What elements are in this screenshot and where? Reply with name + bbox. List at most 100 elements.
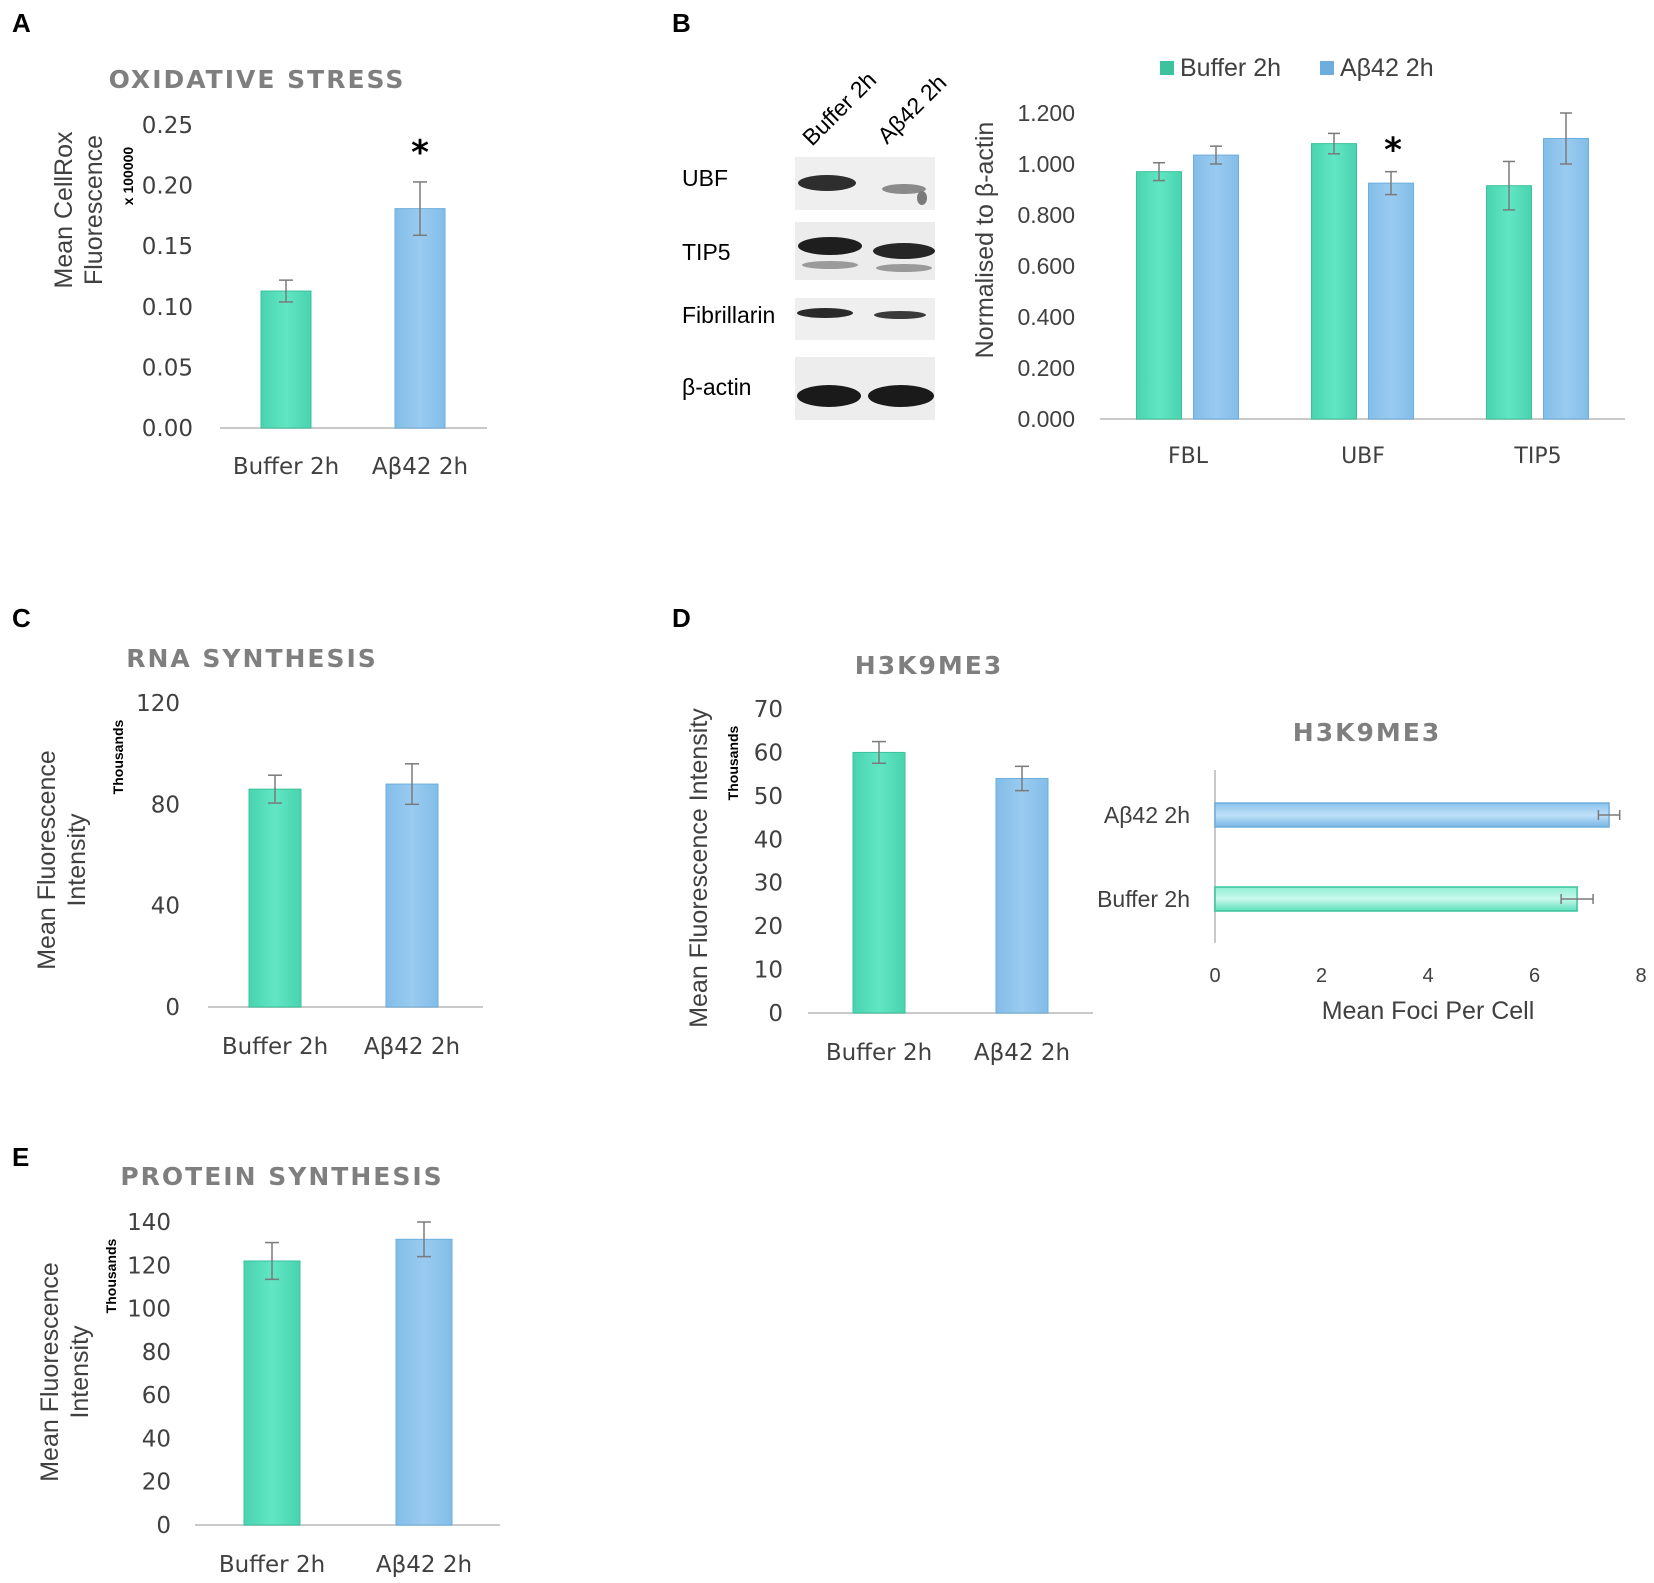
protein-synthesis-chart: PROTEIN SYNTHESIS 0 20 40 60 80 100 120 140 Buffe… xyxy=(36,1162,500,1578)
x-tick-label: 0 xyxy=(1209,965,1220,987)
x-category-label: Aβ42 2h xyxy=(974,1040,1070,1066)
blot-band-label-ubf: UBF xyxy=(682,165,728,191)
bar-abeta xyxy=(395,1238,453,1526)
y-axis-label: Fluorescence xyxy=(80,135,108,285)
blot-lane-label-buffer: Buffer 2h xyxy=(797,66,881,150)
bar-buffer-ubf xyxy=(1311,143,1357,420)
x-category-label: Buffer 2h xyxy=(826,1040,932,1066)
bar-abeta xyxy=(394,208,446,429)
y-axis-label: Mean Fluorescence Intensity xyxy=(685,708,713,1028)
y-tick-label: 20 xyxy=(754,914,783,940)
bar-abeta xyxy=(1214,802,1610,828)
y-axis-unit-label: Thousands xyxy=(110,719,126,794)
y-tick-label: 0.200 xyxy=(1017,355,1075,381)
legend-swatch-abeta xyxy=(1320,61,1334,75)
y-tick-label: 20 xyxy=(142,1470,171,1496)
y-tick-label: 60 xyxy=(754,740,783,766)
oxidative-stress-chart: OXIDATIVE STRESS 0.00 0.05 0.10 0.15 0.20 0.25… xyxy=(50,65,487,480)
blot-band-label-tip5: TIP5 xyxy=(682,239,731,265)
chart-title: RNA SYNTHESIS xyxy=(126,644,378,673)
y-tick-label: 70 xyxy=(754,697,783,723)
x-tick-label: 4 xyxy=(1422,965,1433,987)
panel-letter-b: B xyxy=(672,8,691,38)
x-category-label: Aβ42 2h xyxy=(364,1034,460,1060)
y-tick-label: 0.20 xyxy=(142,174,193,200)
y-tick-label: 1.200 xyxy=(1017,100,1075,126)
bar-buffer xyxy=(1214,886,1578,912)
bar-abeta-tip5 xyxy=(1543,138,1589,420)
y-tick-label: 40 xyxy=(142,1426,171,1452)
y-tick-label: 0.600 xyxy=(1017,253,1075,279)
bar-buffer xyxy=(260,290,312,429)
legend-label-abeta: Aβ42 2h xyxy=(1340,54,1434,82)
x-tick-label: 2 xyxy=(1316,965,1327,987)
y-tick-label: 140 xyxy=(127,1210,171,1236)
y-tick-label: 100 xyxy=(127,1297,171,1323)
y-tick-label: 0.000 xyxy=(1017,406,1075,432)
significance-star: * xyxy=(411,133,429,173)
legend-swatch-buffer xyxy=(1160,61,1174,75)
x-category-label: FBL xyxy=(1168,444,1209,469)
y-category-label: Aβ42 2h xyxy=(1104,802,1190,828)
chart-title: H3K9ME3 xyxy=(1293,718,1441,747)
blot-band-label-fibrillarin: Fibrillarin xyxy=(682,302,775,328)
blot-strip-tip5 xyxy=(795,222,935,280)
x-category-label: TIP5 xyxy=(1513,444,1561,469)
y-tick-label: 0.00 xyxy=(142,416,193,442)
bar-abeta-ubf xyxy=(1368,182,1414,420)
panel-letter-d: D xyxy=(672,603,691,633)
y-axis-label: Intensity xyxy=(66,1325,94,1419)
y-tick-label: 40 xyxy=(151,894,180,920)
y-tick-label: 10 xyxy=(754,958,783,984)
blot-band-label-beta-actin: β-actin xyxy=(682,374,751,400)
y-tick-label: 0.800 xyxy=(1017,202,1075,228)
rna-synthesis-chart: RNA SYNTHESIS 0 40 80 120 Buffer 2h Aβ42 2h Mea… xyxy=(33,644,483,1060)
y-axis-label: Mean CellRox xyxy=(50,131,78,289)
y-tick-label: 80 xyxy=(151,792,180,818)
y-category-label: Buffer 2h xyxy=(1097,886,1190,912)
y-tick-label: 0.400 xyxy=(1017,304,1075,330)
chart-title: H3K9ME3 xyxy=(855,651,1003,680)
x-tick-label: 8 xyxy=(1635,965,1646,987)
h3k9me3-foci-chart: H3K9ME3 Aβ42 2h Buffer 2h 0 2 4 6 8 Mean Foci Pe… xyxy=(1097,718,1646,1025)
y-tick-label: 120 xyxy=(136,691,180,717)
y-axis-unit-label: x 100000 xyxy=(120,147,136,206)
blot-strip-beta-actin xyxy=(795,357,935,420)
y-tick-label: 80 xyxy=(142,1340,171,1366)
y-tick-label: 60 xyxy=(142,1383,171,1409)
y-tick-label: 0.10 xyxy=(142,295,193,321)
significance-star: * xyxy=(1384,131,1402,171)
bar-buffer xyxy=(243,1260,301,1526)
y-axis-label: Normalised to β-actin xyxy=(971,122,999,359)
blot-strip-ubf xyxy=(795,157,935,210)
legend-label-buffer: Buffer 2h xyxy=(1180,54,1281,82)
y-axis-label: Mean Fluorescence xyxy=(36,1262,64,1482)
chart-title: OXIDATIVE STRESS xyxy=(109,65,406,94)
bar-buffer-tip5 xyxy=(1486,185,1532,420)
y-tick-label: 0 xyxy=(156,1513,171,1539)
y-axis-unit-label: Thousands xyxy=(103,1238,119,1313)
chart-title: PROTEIN SYNTHESIS xyxy=(120,1162,443,1191)
x-axis-label: Mean Foci Per Cell xyxy=(1322,997,1535,1025)
bar-abeta-fbl xyxy=(1193,154,1239,420)
panel-letter-a: A xyxy=(12,8,31,38)
y-axis-label: Intensity xyxy=(63,813,91,907)
bar-abeta xyxy=(385,783,439,1008)
x-category-label: UBF xyxy=(1341,444,1385,469)
normalised-expression-chart: 0.000 0.200 0.400 0.600 0.800 1.000 1.200 FBL UB… xyxy=(971,100,1625,469)
x-category-label: Buffer 2h xyxy=(219,1552,325,1578)
western-blot: Buffer 2h Aβ42 2h UBF TIP5 Fibrillarin β… xyxy=(682,66,951,420)
y-tick-label: 30 xyxy=(754,871,783,897)
bar-buffer-fbl xyxy=(1136,171,1182,420)
panel-letter-c: C xyxy=(12,603,31,633)
blot-strip-fibrillarin xyxy=(795,298,935,340)
chart-b-legend: Buffer 2h Aβ42 2h xyxy=(1160,54,1434,82)
y-axis-unit-label: Thousands xyxy=(725,725,741,800)
panel-letter-e: E xyxy=(12,1142,29,1172)
bar-buffer xyxy=(852,751,906,1014)
y-tick-label: 0 xyxy=(165,995,180,1021)
y-axis-label: Mean Fluorescence xyxy=(33,750,61,970)
h3k9me3-intensity-chart: H3K9ME3 0 10 20 30 40 50 60 70 Buffer 2h Aβ42 2h Me… xyxy=(685,651,1093,1066)
y-tick-label: 120 xyxy=(127,1253,171,1279)
